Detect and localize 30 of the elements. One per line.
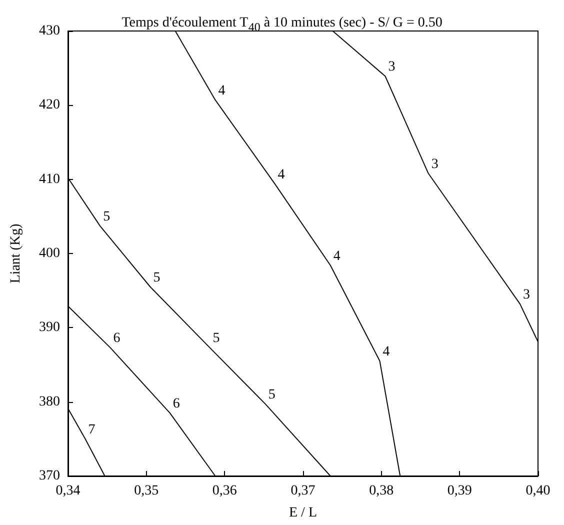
x-tick-label: 0,34	[56, 484, 80, 498]
y-tick-label: 390	[39, 320, 60, 336]
y-tick-label: 410	[39, 172, 60, 187]
series-label: 3	[431, 156, 438, 172]
y-tick-label: 420	[39, 98, 60, 113]
text: 5	[103, 210, 110, 225]
x-tick-label: 0,37	[290, 484, 316, 498]
text: 6	[172, 396, 180, 412]
text: 5	[153, 270, 160, 286]
x-tick-label: 0,38	[369, 484, 394, 498]
text: 4	[382, 344, 390, 360]
x-tick-label: 0,40	[526, 484, 550, 498]
series-label: 5	[212, 331, 220, 346]
series-label: 6	[113, 331, 120, 346]
y-tick-label: 380	[39, 394, 60, 410]
x-axis-title: E / L	[289, 506, 317, 520]
x-tick-label: 0,35	[134, 484, 159, 498]
text: 3	[388, 60, 396, 75]
y-tick-label: 370	[39, 468, 60, 484]
y-tick-label: 400	[39, 246, 60, 261]
series-label: 7	[88, 422, 96, 438]
y-tick-label: 430	[39, 24, 60, 38]
text: 4	[278, 167, 285, 182]
y-axis-title: Liant (Kg)	[8, 223, 24, 284]
text: 3	[522, 287, 530, 302]
x-tick-label: 0,39	[447, 484, 472, 498]
series-label: 4	[218, 83, 226, 98]
x-tick-label: 0,36	[212, 484, 237, 498]
text: 4	[333, 248, 340, 264]
text: 5	[268, 388, 276, 403]
